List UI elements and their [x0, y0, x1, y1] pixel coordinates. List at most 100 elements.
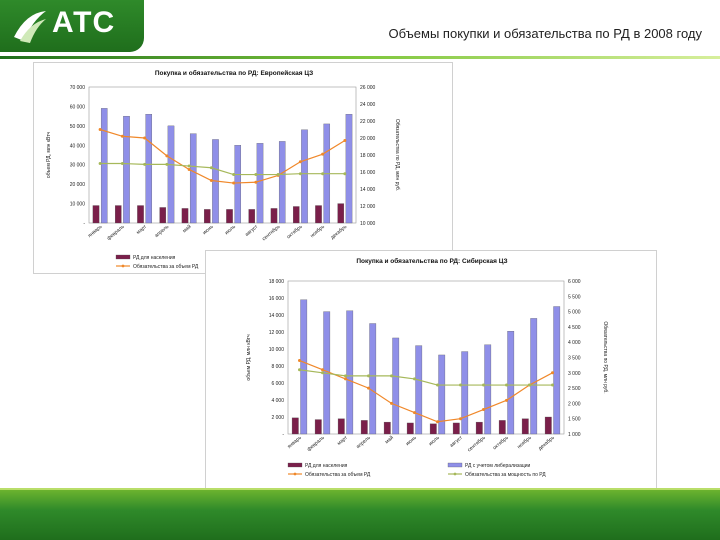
bar-population [226, 209, 233, 224]
series-point [120, 134, 124, 138]
y2-tick-label: 2 500 [568, 386, 581, 392]
series-point [209, 166, 213, 170]
bar-population [337, 418, 345, 435]
bar-population [521, 418, 529, 435]
y2-axis-label: Обязательства по РД, млн руб. [394, 119, 400, 191]
x-tick-label: июнь [202, 224, 215, 237]
y-tick-label: 12 000 [269, 330, 285, 336]
bar-population [159, 207, 167, 224]
bar-population [544, 416, 552, 435]
y-tick-label: 10 000 [70, 202, 86, 208]
y2-tick-label: 14 000 [360, 187, 376, 193]
chart-title: Покупка и обязательства по РД: Сибирская… [356, 257, 507, 265]
bar-liberalized [530, 318, 538, 435]
bar-liberalized [278, 141, 286, 224]
x-tick-label: сентябрь [261, 224, 281, 243]
legend-swatch-point [293, 472, 297, 476]
series-point [232, 181, 236, 185]
bar-liberalized [301, 129, 308, 224]
x-tick-label: март [336, 434, 349, 446]
series-point [321, 368, 324, 372]
series-point [298, 172, 302, 176]
series-point [436, 383, 439, 387]
bar-population [406, 422, 414, 435]
series-point [505, 383, 508, 387]
y-axis-label: объем РД, млн кВтч [246, 334, 252, 381]
y-tick-label: 18 000 [269, 279, 285, 285]
x-tick-label: июль [428, 435, 441, 448]
x-tick-label: ноябрь [309, 224, 326, 239]
bar-liberalized [123, 115, 130, 224]
bar-population [360, 420, 368, 435]
ats-logo: АТС [0, 0, 144, 52]
x-tick-label: октябрь [492, 435, 510, 452]
y2-tick-label: 24 000 [360, 102, 376, 108]
y2-tick-label: 18 000 [360, 153, 376, 159]
series-point [165, 162, 169, 166]
bar-liberalized [484, 344, 492, 435]
chart-european-svg: Покупка и обязательства по РД: Европейск… [46, 69, 400, 270]
bar-population [137, 205, 144, 224]
series-point [321, 371, 324, 375]
bar-population [270, 208, 278, 224]
x-tick-label: август [449, 434, 465, 448]
bar-population [314, 419, 322, 435]
bar-population [315, 205, 322, 224]
bar-population [248, 209, 256, 224]
bar-liberalized [256, 143, 264, 224]
series-point [390, 401, 393, 405]
series-line [99, 128, 346, 184]
y2-tick-label: 6 000 [568, 279, 581, 285]
chart-siberian-zone: Покупка и обязательства по РД: Сибирская… [205, 250, 657, 490]
plot-area [88, 86, 357, 224]
series-point [459, 417, 462, 421]
y-tick-label: - [282, 432, 284, 438]
legend-swatch-point [121, 264, 125, 268]
x-tick-label: апрель [154, 224, 171, 239]
bar-population [452, 422, 460, 435]
y-tick-label: 20 000 [70, 182, 86, 188]
series-point [459, 383, 462, 387]
x-tick-label: август [244, 223, 260, 237]
series-point [254, 173, 258, 177]
y2-tick-label: 1 500 [568, 417, 581, 423]
bar-population [291, 417, 299, 435]
bar-population [498, 420, 506, 435]
y2-tick-label: 5 000 [568, 310, 581, 316]
plot-area [287, 280, 565, 435]
series-point [254, 180, 258, 184]
bar-liberalized [167, 125, 175, 224]
x-tick-label: июнь [405, 435, 418, 448]
legend-swatch [447, 462, 463, 468]
y-tick-label: 70 000 [70, 85, 86, 91]
legend-swatch [115, 254, 131, 260]
chart-title: Покупка и обязательства по РД: Европейск… [155, 69, 313, 77]
legend-label: РД для населения [305, 463, 348, 469]
bar-liberalized [415, 345, 423, 435]
series-point [321, 172, 325, 176]
y2-tick-label: 20 000 [360, 136, 376, 142]
y2-tick-label: 26 000 [360, 85, 376, 91]
x-tick-label: январь [87, 224, 104, 239]
series-point [390, 374, 393, 378]
series-point [143, 136, 147, 140]
logo-swoosh-icon [14, 11, 46, 43]
bar-population [292, 206, 300, 224]
y-tick-label: 2 000 [271, 415, 284, 421]
bar-liberalized [369, 323, 377, 435]
y2-tick-label: 22 000 [360, 119, 376, 125]
series-point [298, 160, 302, 164]
y-tick-label: 16 000 [269, 296, 285, 302]
y-tick-label: 8 000 [271, 364, 284, 370]
y2-tick-label: 10 000 [360, 221, 376, 227]
y2-tick-label: 5 500 [568, 294, 581, 300]
series-point [551, 383, 554, 387]
series-point [298, 368, 301, 372]
series-line [299, 360, 553, 423]
bar-liberalized [100, 108, 108, 224]
x-tick-label: февраль [106, 224, 126, 242]
legend-label: Обязательства за объем РД [305, 472, 371, 478]
x-tick-label: сентябрь [467, 435, 487, 454]
series-point [143, 162, 147, 166]
x-tick-label: октябрь [286, 224, 304, 241]
